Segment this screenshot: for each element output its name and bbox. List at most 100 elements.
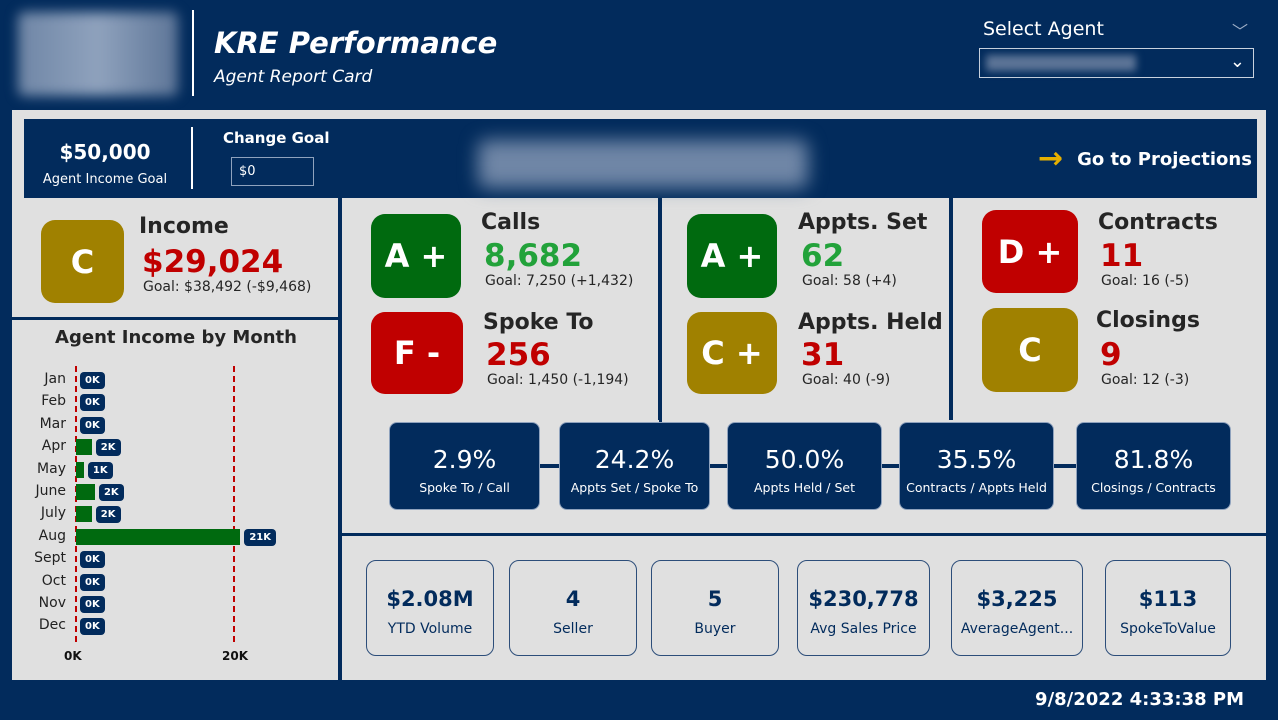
ratio-value: 35.5% xyxy=(936,445,1017,474)
month-label: Jan xyxy=(44,371,66,387)
ratio-card: 81.8% Closings / Contracts xyxy=(1076,422,1231,510)
panel-divider xyxy=(338,198,342,680)
month-label: Sept xyxy=(34,550,66,567)
income-grade-badge: C xyxy=(41,220,124,303)
ratio-label: Appts Held / Set xyxy=(754,480,855,495)
bar-aug[interactable] xyxy=(76,528,241,545)
arrow-right-icon: → xyxy=(1038,141,1064,176)
ratio-card: 35.5% Contracts / Appts Held xyxy=(899,422,1054,510)
page-title: KRE Performance xyxy=(214,26,498,60)
calls-value: 8,682 xyxy=(484,238,583,274)
ratio-card: 50.0% Appts Held / Set xyxy=(727,422,882,510)
kpi-card: $230,778 Avg Sales Price xyxy=(797,560,930,656)
month-label: May xyxy=(37,460,66,477)
kpi-value: $3,225 xyxy=(976,587,1058,611)
kpi-label: AverageAgent... xyxy=(960,621,1074,637)
spoke-to-value: 256 xyxy=(486,337,551,373)
income-goal: Goal: $38,492 (-$9,468) xyxy=(143,279,312,295)
timestamp: 9/8/2022 4:33:38 PM xyxy=(1035,689,1244,710)
panel-divider xyxy=(658,198,662,420)
chevron-down-icon[interactable]: ﹀ xyxy=(1232,22,1249,41)
bar-june[interactable] xyxy=(76,484,95,500)
kpi-value: $113 xyxy=(1138,587,1198,611)
kpi-label: Buyer xyxy=(694,621,736,637)
ratio-value: 2.9% xyxy=(432,445,497,474)
kpi-label: YTD Volume xyxy=(387,621,473,637)
data-label: 1K xyxy=(87,461,113,479)
appts-held-goal: Goal: 40 (-9) xyxy=(802,372,891,388)
ratio-value: 50.0% xyxy=(764,445,845,474)
income-goal-label: Agent Income Goal xyxy=(42,172,168,187)
contracts-title: Contracts xyxy=(1098,210,1218,235)
panel-divider xyxy=(340,533,1266,536)
closings-goal: Goal: 12 (-3) xyxy=(1101,372,1190,388)
appts-held-value: 31 xyxy=(801,337,845,373)
contracts-grade-badge: D + xyxy=(982,210,1078,293)
income-goal-value: $50,000 xyxy=(59,140,151,164)
kpi-label: Seller xyxy=(553,621,593,637)
ratio-value: 81.8% xyxy=(1113,445,1194,474)
ratio-label: Closings / Contracts xyxy=(1091,480,1216,495)
kpi-card: $2.08M YTD Volume xyxy=(366,560,494,656)
calls-grade-badge: A + xyxy=(371,214,461,298)
appts-held-title: Appts. Held xyxy=(798,310,943,335)
change-goal-label: Change Goal xyxy=(223,129,330,147)
appts-set-goal: Goal: 58 (+4) xyxy=(802,273,897,289)
select-agent-label: Select Agent xyxy=(983,18,1104,40)
data-label: 0K xyxy=(80,394,105,412)
data-label: 21K xyxy=(244,528,276,546)
change-goal-input[interactable] xyxy=(231,157,314,186)
data-label: 0K xyxy=(80,596,105,613)
header-divider xyxy=(192,10,194,96)
panel-divider xyxy=(949,198,953,420)
kpi-value: $230,778 xyxy=(808,587,919,611)
ratio-card: 2.9% Spoke To / Call xyxy=(389,422,540,510)
kpi-label: Avg Sales Price xyxy=(810,621,917,637)
ratio-label: Appts Set / Spoke To xyxy=(570,480,699,495)
band-divider xyxy=(191,127,193,189)
kpi-card: 4 Seller xyxy=(509,560,637,656)
company-logo xyxy=(18,12,178,96)
spoke-to-grade-badge: F - xyxy=(371,312,463,394)
kpi-card: $113 SpokeToValue xyxy=(1105,560,1231,656)
x-tick-label: 20K xyxy=(222,649,248,663)
kpi-value: 5 xyxy=(707,587,723,611)
data-label: 0K xyxy=(80,618,105,636)
month-label: June xyxy=(35,483,67,499)
bar-apr[interactable] xyxy=(76,439,92,456)
appts-held-grade-badge: C + xyxy=(687,312,777,394)
ratio-value: 24.2% xyxy=(594,445,675,474)
data-label: 0K xyxy=(80,416,105,434)
calls-goal: Goal: 7,250 (+1,432) xyxy=(485,273,634,289)
appts-set-title: Appts. Set xyxy=(798,210,928,235)
kpi-value: 4 xyxy=(565,587,581,611)
projections-label: Go to Projections xyxy=(1077,148,1252,170)
spoke-to-goal: Goal: 1,450 (-1,194) xyxy=(487,372,629,388)
ratio-label: Spoke To / Call xyxy=(419,480,510,495)
ratio-label: Contracts / Appts Held xyxy=(906,480,1047,495)
kpi-label: SpokeToValue xyxy=(1120,621,1216,637)
appts-set-value: 62 xyxy=(801,238,845,274)
selected-agent-redacted xyxy=(986,55,1136,71)
closings-title: Closings xyxy=(1096,308,1200,333)
closings-value: 9 xyxy=(1100,337,1122,373)
data-label: 0K xyxy=(80,573,105,591)
contracts-value: 11 xyxy=(1100,238,1144,274)
month-label: July xyxy=(40,505,66,522)
x-tick-label: 0K xyxy=(64,649,82,663)
data-label: 0K xyxy=(80,372,105,389)
ratio-card: 24.2% Appts Set / Spoke To xyxy=(559,422,710,510)
appts-set-grade-badge: A + xyxy=(687,214,777,298)
bar-july[interactable] xyxy=(76,506,92,523)
income-value: $29,024 xyxy=(142,244,284,280)
reference-line xyxy=(75,366,77,642)
go-to-projections-button[interactable]: → Go to Projections xyxy=(1038,141,1252,176)
kpi-value: $2.08M xyxy=(386,587,474,611)
agent-dropdown[interactable]: ⌄ xyxy=(979,48,1254,78)
panel-divider xyxy=(12,317,340,320)
month-label: Apr xyxy=(41,438,66,455)
kpi-card: $3,225 AverageAgent... xyxy=(951,560,1083,656)
month-label: Nov xyxy=(38,595,66,611)
bar-may[interactable] xyxy=(76,461,84,478)
month-label: Aug xyxy=(38,527,66,544)
